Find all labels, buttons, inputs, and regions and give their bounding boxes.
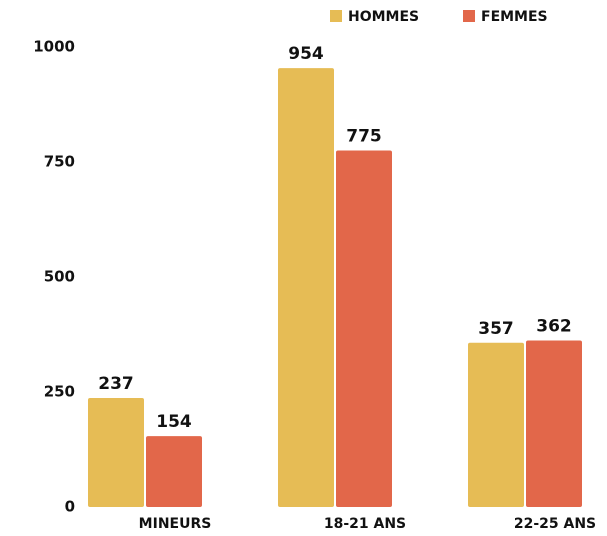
bar (336, 150, 392, 507)
value-label: 154 (156, 412, 192, 432)
legend-swatch (463, 10, 475, 22)
value-label: 362 (536, 316, 572, 336)
y-tick-label: 0 (65, 498, 75, 516)
legend-label: FEMMES (481, 9, 548, 25)
bar (526, 340, 582, 507)
bar (468, 342, 524, 507)
value-label: 237 (98, 374, 134, 394)
x-tick-label: 18-21 ANS (324, 516, 406, 532)
y-tick-label: 750 (44, 153, 75, 171)
x-tick-label: MINEURS (139, 516, 212, 532)
value-label: 775 (346, 127, 382, 147)
bar (146, 436, 202, 507)
legend-swatch (330, 10, 342, 22)
y-tick-label: 1000 (33, 38, 75, 56)
y-tick-label: 500 (44, 268, 75, 286)
y-tick-label: 250 (44, 383, 75, 401)
value-label: 357 (478, 319, 514, 339)
bar (88, 397, 144, 507)
legend-label: HOMMES (348, 9, 419, 25)
bar (278, 68, 334, 507)
x-tick-label: 22-25 ANS (514, 516, 596, 532)
value-label: 954 (288, 44, 324, 64)
